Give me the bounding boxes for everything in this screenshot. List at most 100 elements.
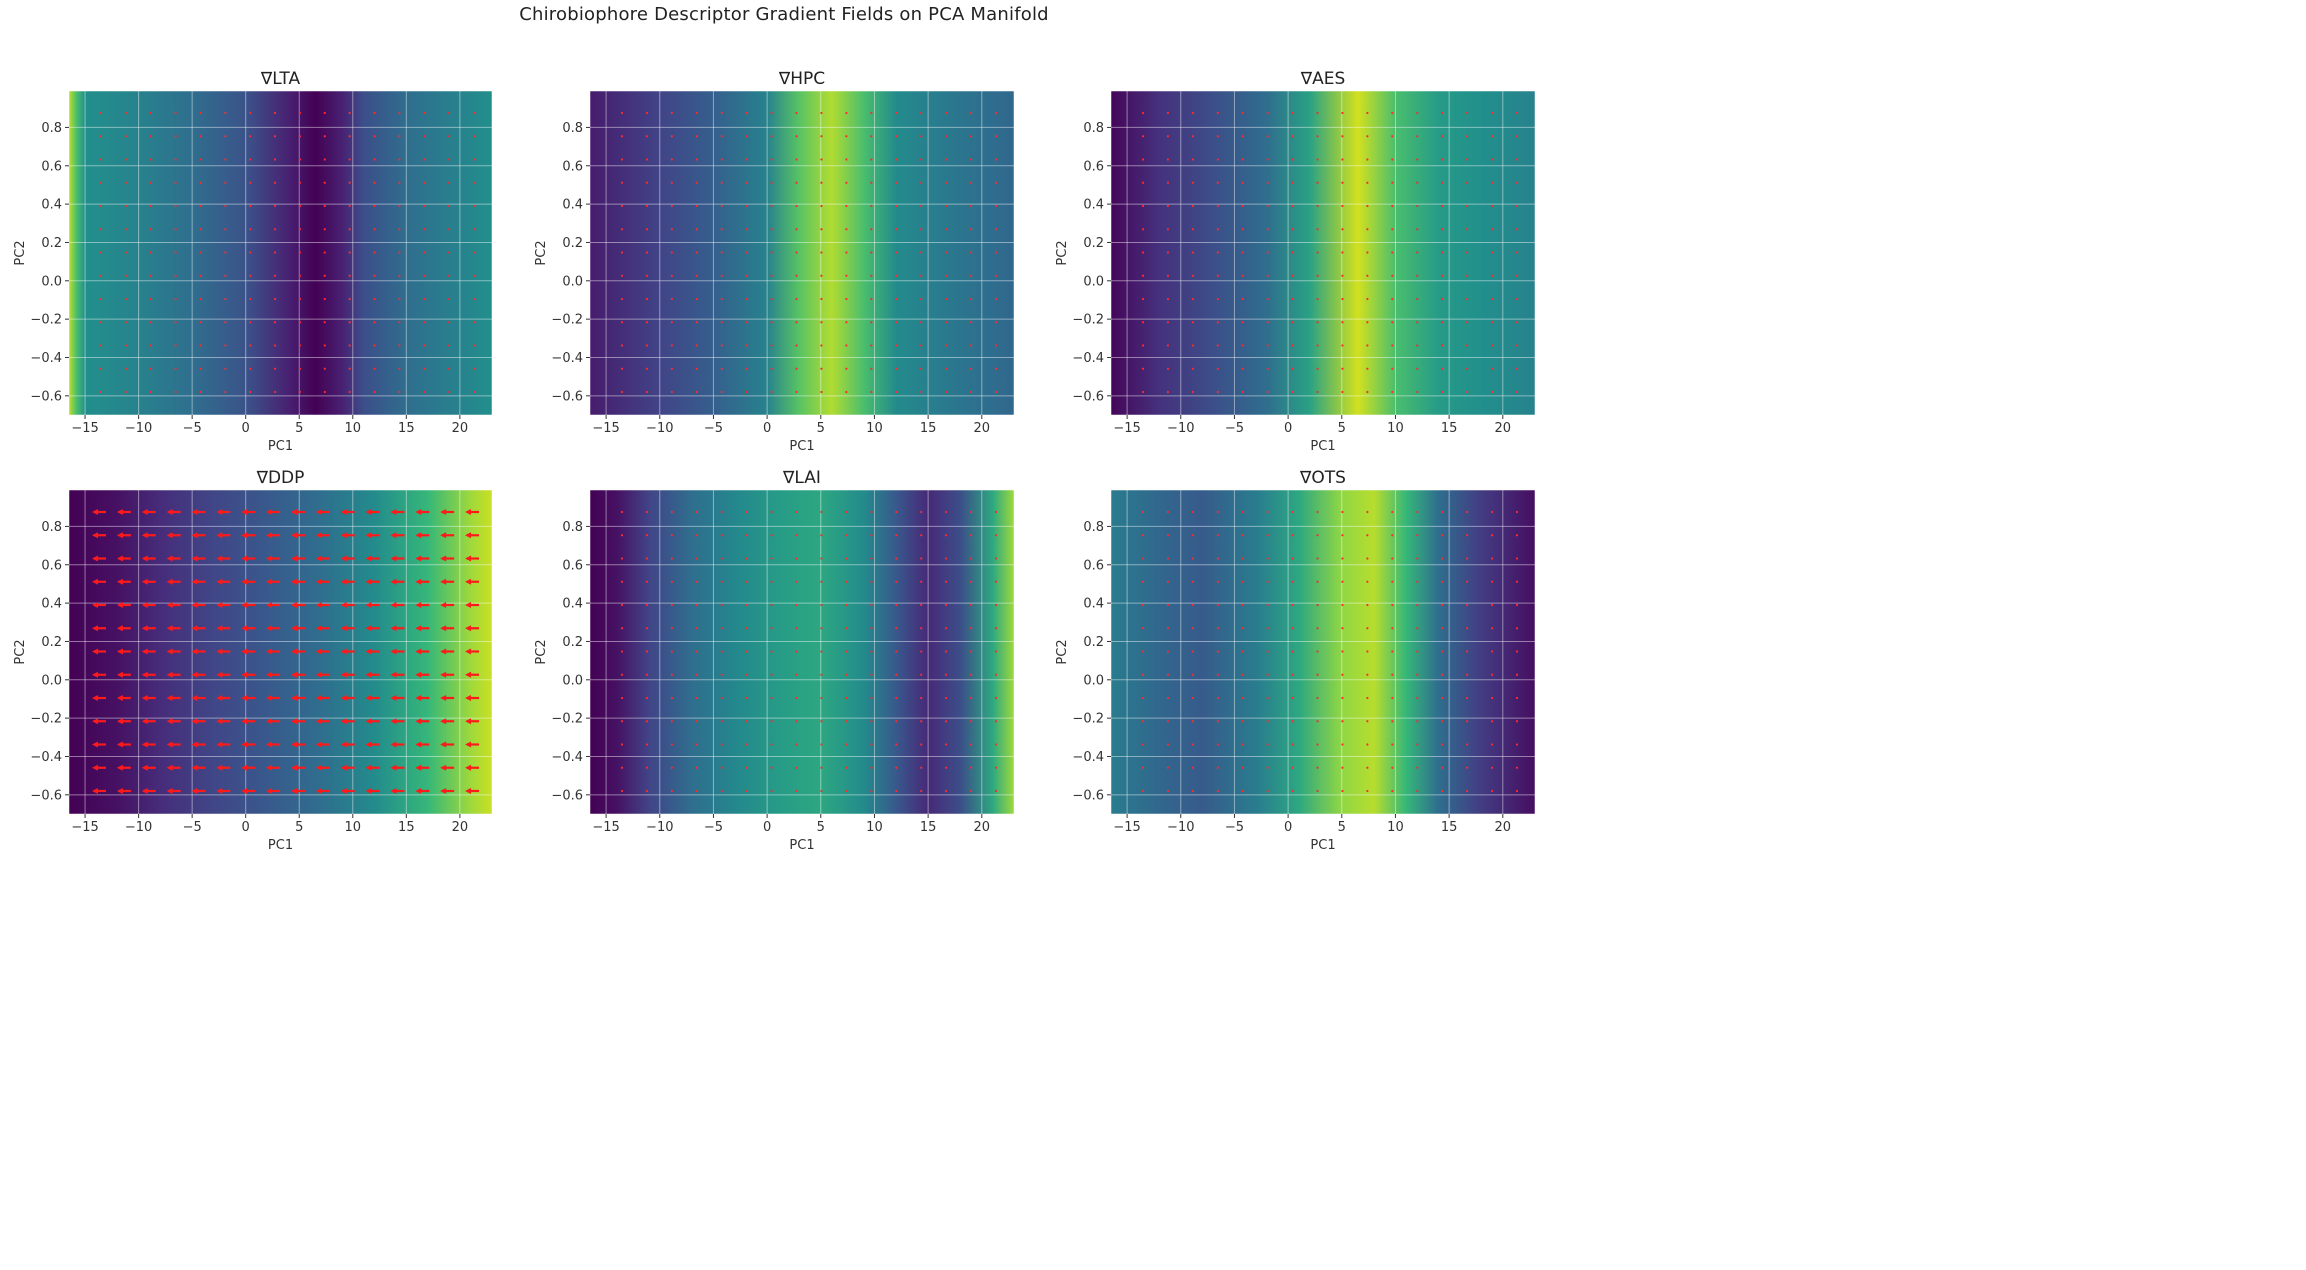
gradient-arrow-head	[92, 625, 98, 632]
gradient-arrow-head	[415, 578, 422, 585]
gradient-dot	[945, 789, 948, 793]
gradient-arrow-head	[465, 671, 471, 678]
gradient-dot	[298, 111, 302, 115]
gradient-dot	[1466, 627, 1469, 630]
x-tick-label: 20	[974, 421, 991, 436]
gradient-arrow-head	[166, 555, 173, 562]
gradient-dot	[149, 297, 152, 301]
gradient-dot	[1316, 510, 1319, 514]
gradient-dot	[670, 627, 673, 630]
gradient-dot	[795, 111, 798, 115]
gradient-dot	[645, 274, 649, 277]
gradient-dot	[1291, 650, 1294, 653]
gradient-arrow-head	[465, 718, 471, 725]
gradient-dot	[1291, 321, 1294, 324]
gradient-dot	[1515, 344, 1519, 347]
gradient-arrow-head	[92, 788, 98, 794]
x-tick-label: −10	[1167, 421, 1194, 436]
gradient-arrow-head	[440, 718, 447, 725]
x-tick-label: −5	[704, 820, 723, 835]
gradient-dot	[1266, 789, 1269, 793]
gradient-dot	[820, 534, 823, 537]
gradient-dot	[670, 390, 673, 394]
gradient-dot	[1341, 297, 1344, 301]
gradient-arrow-head	[141, 695, 148, 701]
y-axis-label: PC2	[13, 639, 28, 664]
gradient-dot	[398, 158, 401, 161]
gradient-arrow-head	[415, 532, 422, 539]
gradient-dot	[620, 650, 624, 653]
gradient-arrow-head	[92, 532, 98, 539]
gradient-arrow-head	[241, 764, 248, 771]
gradient-arrow-head	[440, 509, 447, 515]
gradient-dot	[1515, 650, 1519, 653]
gradient-dot	[695, 158, 698, 161]
gradient-dot	[1216, 580, 1219, 583]
gradient-dot	[323, 181, 326, 184]
gradient-dot	[348, 111, 351, 115]
gradient-dot	[224, 135, 227, 138]
gradient-dot	[1490, 557, 1494, 560]
gradient-dot	[994, 696, 998, 700]
gradient-dot	[1441, 766, 1444, 769]
y-tick-label: −0.4	[30, 351, 62, 366]
gradient-arrow-head	[440, 671, 447, 678]
gradient-dot	[1490, 204, 1494, 208]
gradient-dot	[1416, 204, 1419, 208]
gradient-dot	[994, 111, 998, 115]
gradient-dot	[645, 181, 649, 184]
gradient-dot	[1490, 696, 1494, 700]
gradient-dot	[969, 274, 973, 277]
gradient-dot	[695, 297, 698, 301]
gradient-dot	[1266, 274, 1269, 277]
gradient-dot	[945, 510, 948, 514]
gradient-dot	[1441, 603, 1444, 607]
gradient-dot	[994, 297, 998, 301]
gradient-arrow-head	[241, 578, 248, 585]
gradient-dot	[423, 158, 426, 161]
gradient-dot	[1366, 111, 1369, 115]
gradient-dot	[994, 673, 998, 676]
gradient-dot	[720, 135, 723, 138]
gradient-dot	[348, 274, 351, 277]
gradient-dot	[720, 534, 723, 537]
gradient-dot	[423, 111, 426, 115]
gradient-dot	[720, 673, 723, 676]
gradient-dot	[224, 204, 227, 208]
gradient-dot	[1166, 158, 1170, 161]
gradient-dot	[945, 344, 948, 347]
gradient-dot	[895, 580, 898, 583]
gradient-dot	[1416, 181, 1419, 184]
gradient-arrow-head	[216, 555, 223, 562]
gradient-dot	[373, 367, 376, 370]
gradient-dot	[645, 251, 649, 254]
gradient-dot	[895, 673, 898, 676]
gradient-dot	[1191, 228, 1194, 231]
gradient-dot	[124, 204, 127, 208]
gradient-dot	[720, 510, 723, 514]
x-tick-label: 20	[1495, 820, 1512, 835]
gradient-dot	[423, 135, 426, 138]
gradient-dot	[770, 111, 773, 115]
gradient-dot	[1466, 274, 1469, 277]
gradient-dot	[1341, 720, 1344, 723]
gradient-dot	[174, 274, 177, 277]
gradient-arrow-head	[365, 509, 372, 515]
gradient-dot	[249, 390, 252, 394]
x-axis-label: PC1	[789, 838, 814, 853]
gradient-dot	[1191, 297, 1194, 301]
gradient-dot	[373, 390, 376, 394]
gradient-dot	[1391, 650, 1394, 653]
gradient-dot	[1166, 650, 1170, 653]
gradient-dot	[620, 297, 624, 301]
gradient-dot	[1291, 789, 1294, 793]
gradient-arrow-head	[266, 718, 273, 725]
gradient-dot	[994, 534, 998, 537]
gradient-dot	[1366, 557, 1369, 560]
gradient-dot	[994, 135, 998, 138]
gradient-dot	[1416, 228, 1419, 231]
gradient-dot	[1416, 627, 1419, 630]
gradient-dot	[1166, 135, 1170, 138]
gradient-dot	[373, 158, 376, 161]
gradient-dot	[670, 228, 673, 231]
